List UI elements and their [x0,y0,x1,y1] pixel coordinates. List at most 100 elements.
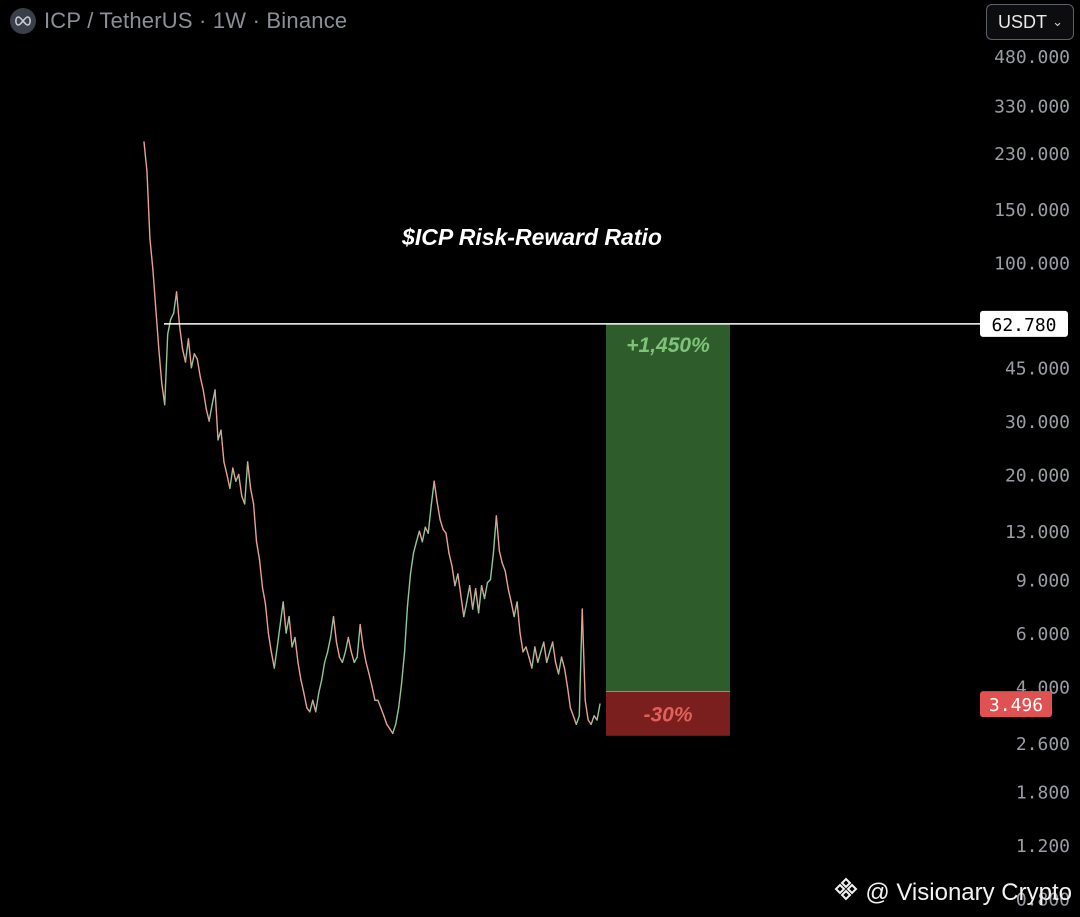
price-segment [362,646,367,664]
currency-select[interactable]: USDT ⌄ [986,4,1074,40]
price-segment [166,318,172,336]
price-segment [510,601,515,618]
price-segment [368,673,373,688]
price-segment [279,601,284,626]
y-tick-label: 330.000 [994,96,1070,117]
price-segment [158,347,163,384]
price-segment [409,552,415,575]
price-segment [421,526,426,543]
price-segment [226,473,231,490]
price-segment [392,723,397,735]
price-segment [184,338,190,363]
y-tick-label: 1.200 [1016,836,1070,857]
price-segment [563,667,569,688]
price-segment [543,641,548,664]
price-segment [448,552,453,567]
y-tick-label: 0.800 [1016,889,1070,910]
price-segment [202,389,207,410]
price-segment [377,699,382,709]
price-segment [258,558,264,588]
y-tick-label: 13.000 [1005,522,1070,543]
price-segment [415,530,421,543]
symbol-title[interactable]: ICP / TetherUS · 1W · Binance [44,8,348,33]
price-segment [270,651,275,669]
price-segment [243,461,249,505]
price-segment [303,692,308,709]
price-segment [433,480,438,503]
price-segment [495,515,501,552]
price-segment [403,604,409,653]
price-segment [504,570,509,590]
y-tick-label: 30.000 [1005,412,1070,433]
y-tick-label: 6.000 [1016,624,1070,645]
y-tick-label: 2.600 [1016,734,1070,755]
price-segment [578,608,583,717]
price-segment [498,550,503,564]
price-segment [187,338,193,369]
price-segment [285,615,290,634]
price-segment [318,679,323,694]
price-segment [208,403,213,422]
price-segment [540,641,545,653]
price-segment [294,636,299,664]
price-segment [155,308,160,350]
chevron-down-icon: ⌄ [1052,14,1063,29]
price-segment [297,661,302,681]
price-segment [557,656,563,675]
price-segment [181,347,187,363]
price-segment [332,615,338,643]
price-segment [276,623,281,648]
price-segment [439,518,444,530]
price-segment [175,291,181,327]
price-segment [164,333,169,406]
price-segment [344,636,350,653]
price-segment [587,719,592,726]
price-segment [264,602,270,634]
price-segment [522,646,527,653]
price-segment [466,584,471,603]
price-segment [531,646,536,669]
price-segment [288,615,293,648]
price-segment [480,584,486,600]
price-segment [566,685,572,709]
price-segment [347,636,352,653]
price-segment [143,141,148,172]
price-segment [389,728,394,735]
price-segment [178,324,184,350]
price-segment [273,646,278,669]
price-segment [554,661,560,675]
price-segment [172,291,178,315]
price-segment [474,588,480,614]
price-segment [205,407,210,422]
price-segment [451,565,456,587]
price-segment [534,646,539,664]
price-segment [457,573,462,596]
price-segment [400,651,406,684]
price-segment [312,699,317,713]
price-segment [412,541,418,554]
price-segment [501,562,506,572]
y-tick-label: 1.800 [1016,783,1070,804]
price-segment [569,707,575,717]
price-segment [353,656,358,664]
price-segment [445,532,450,554]
price-segment [169,312,175,320]
price-segment [199,376,204,391]
price-segment [469,584,474,610]
target-price-badge [980,310,1068,337]
price-segment [149,237,154,271]
target-price-label: 62.780 [991,315,1056,336]
price-segment [528,656,533,669]
price-segment [492,515,498,554]
price-segment [471,588,477,610]
price-segment [463,601,468,618]
price-segment [214,389,219,441]
price-segment [249,487,255,505]
price-segment [152,268,157,311]
watermark-text: @ Visionary Crypto [865,878,1072,906]
price-segment [309,699,314,713]
price-segment [394,707,400,726]
price-segment [238,473,243,497]
price-segment [397,682,403,709]
